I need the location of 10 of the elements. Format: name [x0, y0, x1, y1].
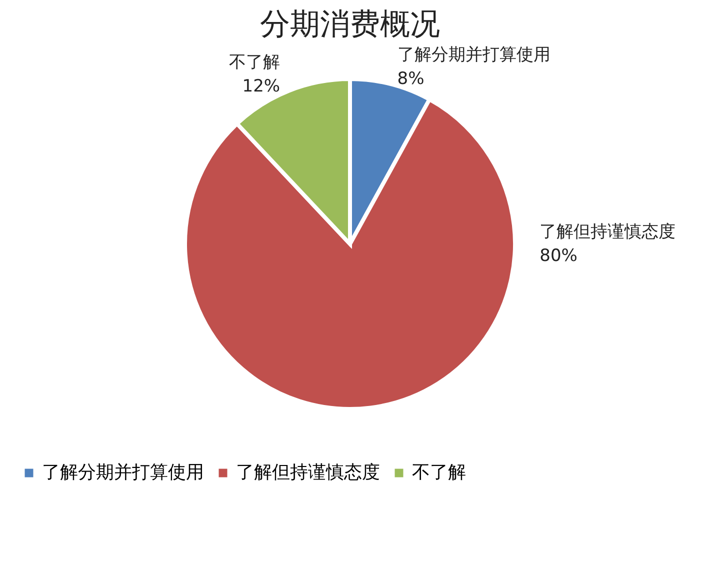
data-label: 8% — [397, 69, 424, 90]
legend-label: 了解分期并打算使用 — [42, 462, 204, 483]
slice-label: 了解但持谨慎态度 — [540, 222, 676, 242]
data-label: 12% — [242, 76, 280, 97]
slice-label: 不了解 — [229, 52, 280, 73]
legend-label: 不了解 — [412, 462, 466, 483]
legend-label: 了解但持谨慎态度 — [236, 462, 380, 483]
slice-label: 了解分期并打算使用 — [397, 45, 550, 66]
chart-title: 分期消费概况 — [260, 7, 440, 42]
data-label: 80% — [540, 246, 578, 266]
